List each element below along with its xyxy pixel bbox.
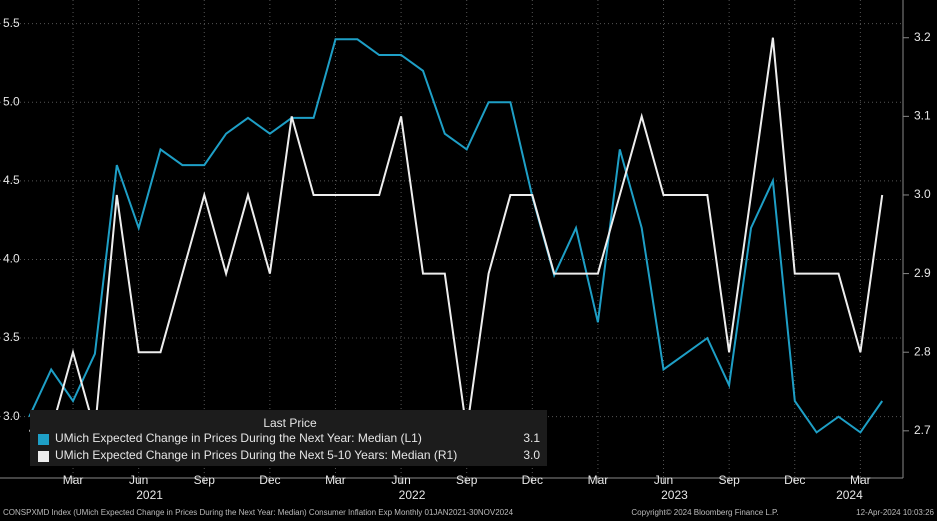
year-label: 2022 bbox=[399, 488, 426, 502]
x-tick-label: Mar bbox=[850, 473, 871, 487]
x-tick-label: Sep bbox=[718, 473, 740, 487]
x-tick-label: Jun bbox=[129, 473, 148, 487]
series-line bbox=[29, 37, 884, 432]
legend-title: Last Price bbox=[263, 416, 317, 430]
y2-tick-label: 2.7 bbox=[914, 423, 931, 437]
legend-swatch bbox=[38, 434, 49, 445]
y-tick-label: 4.5 bbox=[3, 173, 20, 187]
footer-left: CONSPXMD Index (UMich Expected Change in… bbox=[3, 508, 514, 517]
y2-tick-label: 3.0 bbox=[914, 187, 931, 201]
x-tick-label: Jun bbox=[654, 473, 673, 487]
year-label: 2021 bbox=[136, 488, 163, 502]
legend-value: 3.0 bbox=[523, 448, 540, 462]
y2-tick-label: 2.8 bbox=[914, 344, 931, 358]
x-tick-label: Dec bbox=[259, 473, 280, 487]
x-tick-label: Sep bbox=[194, 473, 216, 487]
x-tick-label: Mar bbox=[63, 473, 84, 487]
legend-box bbox=[30, 410, 547, 466]
footer-right: 12-Apr-2024 10:03:26 bbox=[856, 508, 934, 517]
series-line bbox=[28, 38, 884, 434]
y-tick-label: 3.5 bbox=[3, 330, 20, 344]
year-label: 2023 bbox=[661, 488, 688, 502]
legend-swatch bbox=[38, 451, 49, 462]
y-tick-label: 4.0 bbox=[3, 252, 20, 266]
y-tick-label: 5.0 bbox=[3, 94, 20, 108]
x-tick-label: Mar bbox=[588, 473, 609, 487]
y2-tick-label: 3.2 bbox=[914, 30, 931, 44]
legend-value: 3.1 bbox=[523, 431, 540, 445]
year-label: 2024 bbox=[836, 488, 863, 502]
footer-center: Copyright© 2024 Bloomberg Finance L.P. bbox=[631, 508, 778, 517]
y-tick-label: 3.0 bbox=[3, 409, 20, 423]
x-tick-label: Dec bbox=[522, 473, 543, 487]
x-tick-label: Mar bbox=[325, 473, 346, 487]
y2-tick-label: 3.1 bbox=[914, 109, 931, 123]
legend-label: UMich Expected Change in Prices During t… bbox=[55, 448, 457, 462]
legend-label: UMich Expected Change in Prices During t… bbox=[55, 431, 422, 445]
x-tick-label: Jun bbox=[391, 473, 410, 487]
x-tick-label: Sep bbox=[456, 473, 478, 487]
y-tick-label: 5.5 bbox=[3, 16, 20, 30]
y2-tick-label: 2.9 bbox=[914, 266, 931, 280]
x-tick-label: Dec bbox=[784, 473, 805, 487]
